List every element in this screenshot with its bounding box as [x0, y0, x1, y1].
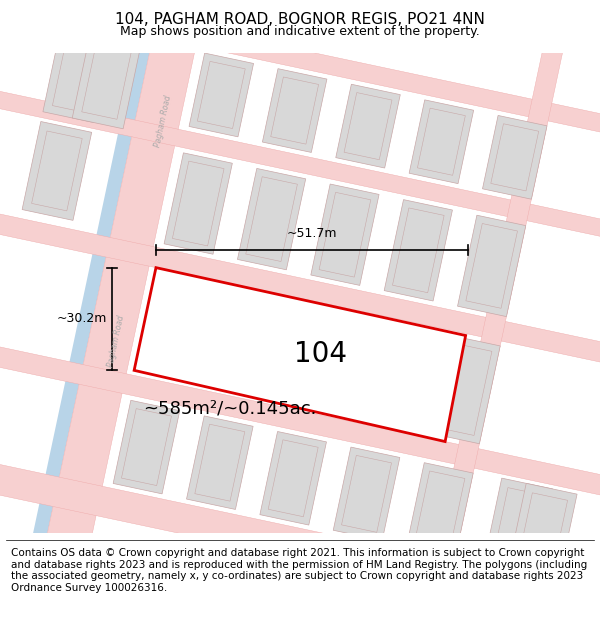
Polygon shape: [187, 416, 253, 509]
Polygon shape: [341, 456, 392, 532]
Polygon shape: [484, 478, 553, 574]
Polygon shape: [418, 108, 466, 175]
Text: Pagham Road: Pagham Road: [153, 94, 173, 148]
Polygon shape: [189, 53, 254, 137]
Polygon shape: [493, 488, 543, 564]
Polygon shape: [72, 28, 142, 129]
Polygon shape: [2, 0, 203, 625]
Polygon shape: [431, 336, 500, 444]
Polygon shape: [491, 124, 539, 191]
Polygon shape: [164, 153, 232, 254]
Polygon shape: [0, 0, 600, 181]
Polygon shape: [271, 77, 319, 144]
Text: Pagham Road: Pagham Road: [106, 314, 126, 368]
Text: Map shows position and indicative extent of the property.: Map shows position and indicative extent…: [120, 24, 480, 38]
Polygon shape: [407, 462, 473, 556]
Text: ~30.2m: ~30.2m: [57, 312, 107, 326]
Polygon shape: [82, 38, 133, 119]
Polygon shape: [482, 116, 547, 199]
Polygon shape: [344, 92, 392, 160]
Polygon shape: [333, 447, 400, 541]
Polygon shape: [197, 61, 245, 129]
Polygon shape: [365, 328, 419, 420]
Text: 104: 104: [294, 340, 347, 367]
Polygon shape: [311, 184, 379, 286]
Polygon shape: [246, 177, 298, 261]
Polygon shape: [195, 424, 245, 501]
Polygon shape: [415, 471, 465, 548]
Polygon shape: [0, 56, 600, 281]
Polygon shape: [319, 192, 371, 277]
Polygon shape: [134, 268, 466, 442]
Polygon shape: [384, 199, 452, 301]
Text: ~51.7m: ~51.7m: [287, 227, 337, 239]
Polygon shape: [357, 320, 427, 428]
Polygon shape: [409, 100, 473, 184]
Polygon shape: [172, 161, 224, 246]
Text: Contains OS data © Crown copyright and database right 2021. This information is : Contains OS data © Crown copyright and d…: [11, 548, 587, 592]
Polygon shape: [0, 174, 600, 401]
Polygon shape: [43, 22, 113, 122]
Polygon shape: [508, 483, 577, 579]
Polygon shape: [392, 208, 444, 292]
Polygon shape: [262, 69, 327, 152]
Polygon shape: [0, 414, 600, 625]
Polygon shape: [518, 493, 568, 570]
Polygon shape: [32, 131, 82, 211]
Text: ~585m²/~0.145ac.: ~585m²/~0.145ac.: [143, 399, 317, 418]
Polygon shape: [391, 0, 598, 625]
Polygon shape: [458, 215, 526, 317]
Polygon shape: [238, 169, 306, 270]
Polygon shape: [52, 31, 103, 113]
Polygon shape: [113, 401, 180, 494]
Polygon shape: [0, 301, 600, 529]
Text: 104, PAGHAM ROAD, BOGNOR REGIS, PO21 4NN: 104, PAGHAM ROAD, BOGNOR REGIS, PO21 4NN: [115, 12, 485, 27]
Polygon shape: [336, 84, 400, 168]
Polygon shape: [268, 440, 318, 517]
Polygon shape: [22, 121, 92, 221]
Polygon shape: [439, 344, 492, 436]
Polygon shape: [16, 0, 246, 625]
Polygon shape: [121, 409, 172, 486]
Polygon shape: [466, 224, 517, 308]
Polygon shape: [260, 431, 326, 525]
